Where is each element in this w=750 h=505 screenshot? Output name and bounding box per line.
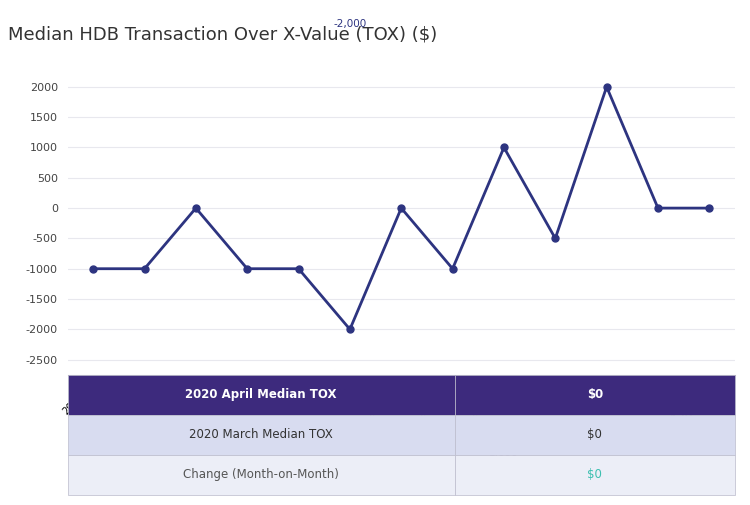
Bar (68, 415, 454, 455)
Text: $0: $0 (587, 428, 602, 441)
Point (139, 265, 151, 273)
Text: $0: $0 (587, 468, 602, 481)
Bar (68, 455, 454, 495)
Point (344, 325, 356, 333)
Text: Median HDB Transaction Over X-Value (TOX) ($): Median HDB Transaction Over X-Value (TOX… (8, 25, 436, 43)
Text: -2,000: -2,000 (333, 19, 367, 29)
Text: 2020 April Median TOX: 2020 April Median TOX (185, 388, 337, 401)
Point (549, 234, 561, 242)
Text: Change (Month-on-Month): Change (Month-on-Month) (183, 468, 339, 481)
Bar (68, 375, 454, 415)
Text: 1,000: 1,000 (489, 448, 519, 458)
Point (601, 83, 613, 91)
Text: 2020 March Median TOX: 2020 March Median TOX (189, 428, 333, 441)
Point (652, 204, 664, 212)
Point (292, 265, 304, 273)
Point (704, 204, 716, 212)
Point (498, 143, 510, 152)
Text: $0: $0 (586, 388, 603, 401)
Bar (454, 455, 735, 495)
Point (446, 265, 458, 273)
Point (87, 265, 99, 273)
Text: 2,000: 2,000 (592, 387, 622, 397)
Point (242, 265, 254, 273)
Bar (454, 415, 735, 455)
Point (395, 204, 407, 212)
Bar (454, 375, 735, 415)
Point (190, 204, 202, 212)
